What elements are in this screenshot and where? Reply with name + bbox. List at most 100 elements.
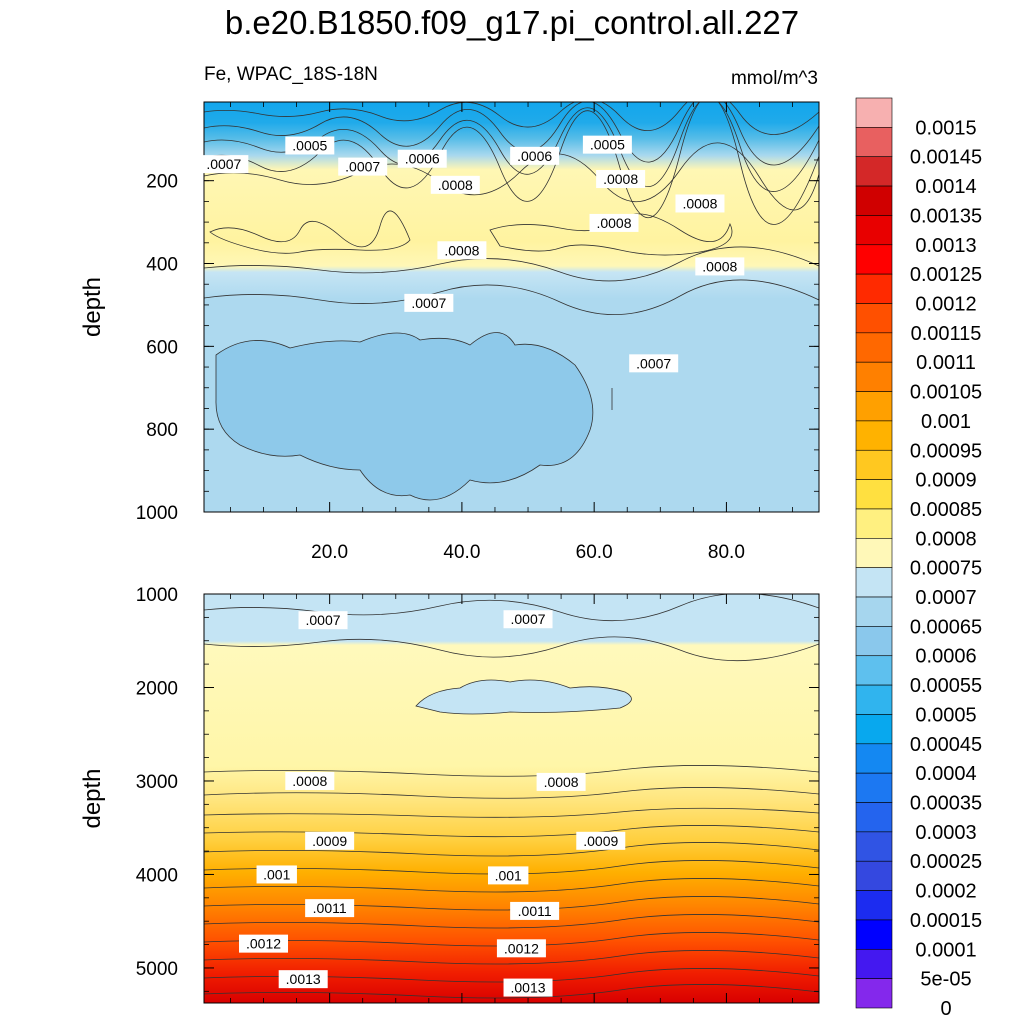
- colorbar-swatch: [855, 831, 893, 862]
- colorbar-swatch: [855, 596, 893, 627]
- colorbar-swatch: [855, 479, 893, 510]
- colorbar-label: 0.0005: [915, 704, 976, 726]
- colorbar-swatch: [855, 361, 893, 392]
- y-tick-label: 1000: [136, 503, 178, 524]
- contour-label-box: [487, 866, 529, 885]
- colorbar-label: 0.001: [921, 411, 971, 433]
- colorbar-label: 0.00115: [911, 323, 982, 345]
- contour-label: .0005: [582, 135, 632, 154]
- contour-label-box: [437, 241, 487, 260]
- colorbar-label: 0.00045: [910, 734, 982, 756]
- subtitle-variable-region: Fe, WPAC_18S-18N: [204, 64, 378, 85]
- colorbar-label: 0.0013: [915, 235, 976, 257]
- contour-label-box: [430, 175, 480, 194]
- contour-label: .0008: [285, 771, 335, 790]
- contour-label-box: [503, 610, 553, 629]
- contour-label: .0008: [675, 194, 725, 213]
- contour-label-box: [576, 831, 626, 850]
- contour-label: .0007: [199, 155, 249, 174]
- contour-label-text: .0013: [511, 980, 546, 996]
- contour-label-text: .0008: [596, 215, 631, 231]
- contour-label: .0007: [338, 157, 388, 176]
- contour-label-box: [239, 934, 289, 953]
- colorbar-swatch: [855, 332, 893, 363]
- colorbar-swatch: [855, 890, 893, 921]
- colorbar-swatch: [855, 684, 893, 715]
- contour-label-box: [397, 149, 447, 168]
- y-tick-label: 200: [146, 172, 178, 193]
- contour-label-box: [510, 146, 560, 165]
- contour-label-text: .0007: [636, 355, 671, 371]
- colorbar-label: 0.00015: [910, 910, 982, 932]
- contour-label: .0013: [278, 970, 328, 989]
- contour-label: .0008: [695, 257, 745, 276]
- colorbar-label: 0.0012: [915, 293, 976, 315]
- contour-label: .0008: [589, 213, 639, 232]
- colorbar-label: 0.0014: [915, 176, 976, 198]
- contour-label: .0007: [503, 610, 553, 629]
- colorbar-swatch: [855, 626, 893, 657]
- y-tick-label: 2000: [136, 678, 178, 699]
- contour-label-box: [675, 194, 725, 213]
- colorbar-swatch: [855, 655, 893, 686]
- y-axis-label: depth: [79, 768, 106, 828]
- contour-label: .0007: [404, 293, 454, 312]
- colorbar-swatch: [855, 244, 893, 275]
- contour-label-box: [404, 293, 454, 312]
- y-tick-label: 4000: [136, 865, 178, 886]
- contour-label-text: .001: [495, 867, 522, 883]
- contour-label: .0009: [305, 831, 355, 850]
- contour-label-box: [582, 135, 632, 154]
- contour-label: .0008: [430, 175, 480, 194]
- lower-contour-lines: [204, 594, 819, 999]
- upper-contour-lines: [204, 102, 819, 501]
- contour-label-text: .0006: [405, 151, 440, 167]
- y-tick-label: 600: [146, 337, 178, 358]
- colorbar-label: 0.0002: [915, 881, 976, 903]
- colorbar-swatch: [855, 156, 893, 187]
- contour-label-text: .0005: [590, 137, 625, 153]
- colorbar-swatch: [855, 802, 893, 833]
- colorbar-swatch: [855, 185, 893, 216]
- contour-label: .0007: [298, 611, 348, 630]
- contour-label-text: .0011: [518, 903, 552, 919]
- contour-label: .0011: [305, 899, 355, 918]
- contour-label-box: [285, 136, 335, 155]
- contour-label-text: .0007: [511, 611, 546, 627]
- contour-label-box: [496, 939, 546, 958]
- contour-label-text: .0012: [246, 936, 281, 952]
- contour-label-box: [695, 257, 745, 276]
- contour-label: .0006: [397, 149, 447, 168]
- contour-label: .0011: [510, 901, 560, 920]
- upper-panel: [203, 101, 820, 513]
- colorbar-swatch: [855, 303, 893, 334]
- contour-label-box: [596, 170, 646, 189]
- colorbar-swatch: [855, 860, 893, 891]
- colorbar-swatch: [855, 97, 893, 128]
- colorbar-swatch: [855, 714, 893, 745]
- contour-label: .0005: [285, 136, 335, 155]
- contour-label-box: [278, 970, 328, 989]
- contour-label: .0013: [503, 978, 553, 997]
- colorbar-swatch: [855, 420, 893, 451]
- colorbar-label: 0.0003: [915, 822, 976, 844]
- colorbar-swatch: [855, 743, 893, 774]
- contour-label-box: [298, 611, 348, 630]
- contour-label-text: .0012: [504, 940, 539, 956]
- contour-label-text: .0008: [682, 195, 717, 211]
- contour-label-box: [338, 157, 388, 176]
- contour-label-text: .0008: [292, 773, 327, 789]
- colorbar-swatch: [855, 391, 893, 422]
- colorbar-label: 0.00055: [910, 675, 982, 697]
- contour-label-text: .0008: [444, 242, 479, 258]
- colorbar-swatch: [855, 449, 893, 480]
- colorbar-label: 5e-05: [920, 969, 971, 991]
- colorbar-label: 0.00035: [910, 793, 982, 815]
- contour-label-box: [503, 978, 553, 997]
- contour-label-text: .0013: [286, 971, 321, 987]
- colorbar-swatch: [855, 508, 893, 539]
- colorbar-label: 0.00065: [910, 616, 982, 638]
- x-tick-label: 20.0: [311, 542, 348, 563]
- colorbar-swatch: [855, 273, 893, 304]
